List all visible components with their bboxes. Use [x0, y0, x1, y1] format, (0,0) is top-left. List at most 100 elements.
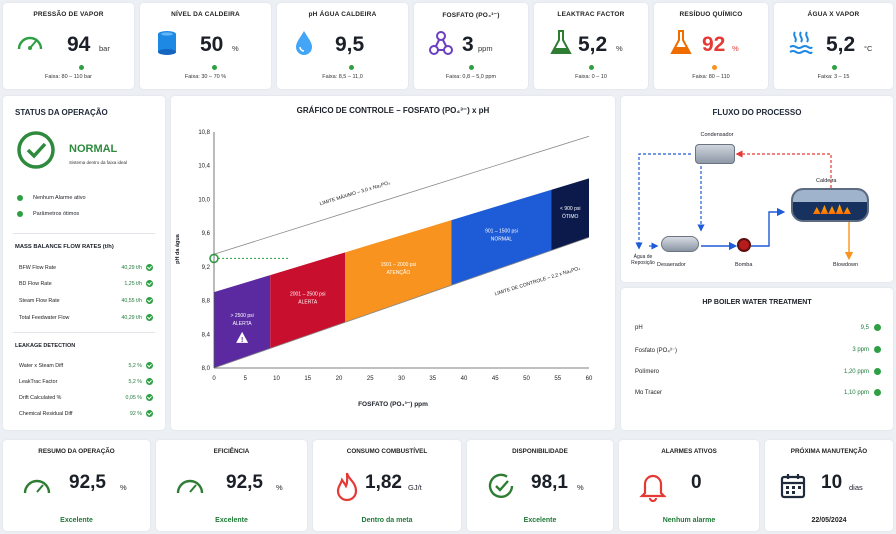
kpi-card-steam-pressure[interactable]: PRESSÃO DE VAPOR 94 bar Faixa: 80 – 110 … [3, 3, 134, 89]
row-label: Fosfato (PO₄³⁻) [635, 348, 677, 354]
check-icon [146, 378, 153, 385]
status-dot [832, 65, 837, 70]
kpi-range: Faixa: 0,8 – 5,0 ppm [445, 74, 497, 80]
control-chart-panel: GRÁFICO DE CONTROLE – FOSFATO (PO₄³⁻) x … [171, 96, 615, 430]
card-unit: % [276, 483, 283, 492]
bottom-card-efficiency[interactable]: EFICIÊNCIA 92,5 % Excelente [156, 440, 307, 531]
zone-band [551, 178, 589, 251]
kpi-unit: % [732, 44, 739, 53]
check-icon [874, 324, 881, 331]
flask-icon [550, 30, 572, 54]
leak-row: Drift Calculated % 0,05 % [19, 393, 153, 403]
x-axis-label: FOSFATO (PO₄³⁻) ppm [358, 401, 428, 408]
kpi-value: 92 [702, 33, 726, 56]
upper-limit-line [213, 135, 590, 255]
lower-limit-line [213, 236, 590, 369]
condenser-icon[interactable] [695, 144, 735, 164]
gauge-icon [176, 479, 204, 494]
chart-title: GRÁFICO DE CONTROLE – FOSFATO (PO₄³⁻) x … [296, 106, 490, 115]
blowdown-label: Blowdown [833, 262, 859, 268]
x-tick-label: 10 [273, 376, 280, 382]
zone-range-label: 901 – 1500 psi [485, 228, 518, 234]
pump-icon[interactable] [737, 238, 751, 252]
row-value: 1,25 t/h [124, 281, 142, 287]
kpi-title: FOSFATO (PO₄³⁻) [442, 12, 500, 19]
check-icon [874, 368, 881, 375]
kpi-value: 9,5 [335, 33, 365, 56]
boiler-icon[interactable] [791, 188, 869, 222]
x-tick-label: 25 [367, 376, 374, 382]
x-tick-label: 20 [336, 376, 343, 382]
status-item: Parâmetros ótimos [33, 211, 80, 217]
kpi-unit: % [232, 44, 239, 53]
card-unit: % [577, 483, 584, 492]
hp-row: Fosfato (PO₄³⁻) 3 ppm [635, 346, 881, 354]
bottom-card-operation-summary[interactable]: RESUMO DA OPERAÇÃO 92,5 % Excelente [3, 440, 150, 531]
kpi-title: NÍVEL DA CALDEIRA [171, 11, 240, 18]
status-dot [17, 195, 23, 201]
deaerator-icon[interactable] [661, 236, 699, 252]
kpi-unit: ppm [478, 44, 493, 53]
divider [13, 233, 155, 234]
kpi-unit: °C [864, 44, 873, 53]
zone-status-label: NORMAL [491, 236, 513, 242]
status-dot [212, 65, 217, 70]
row-label: Chemical Residual Diff [19, 411, 73, 417]
process-flow-panel: FLUXO DO PROCESSO Condensador Desaerador… [621, 96, 893, 282]
status-dot [349, 65, 354, 70]
mass-row: Total Feedwater Flow 40,29 t/h [19, 313, 153, 323]
row-value: 40,29 t/h [121, 265, 142, 271]
row-label: BFW Flow Rate [19, 265, 57, 271]
leak-row: Water x Steam Diff 5,2 % [19, 361, 153, 371]
card-unit: GJ/t [408, 483, 422, 492]
card-status: Excelente [60, 517, 93, 524]
check-icon [146, 314, 153, 321]
kpi-range: Faixa: 80 – 110 [692, 74, 730, 80]
zone-range-label: < 900 psi [560, 206, 580, 212]
kpi-card-boiler-level[interactable]: NÍVEL DA CALDEIRA 50 % Faixa: 30 – 70 % [140, 3, 271, 89]
y-tick-label: 9,6 [202, 231, 211, 237]
card-title: EFICIÊNCIA [213, 448, 250, 455]
y-tick-label: 10,8 [198, 130, 210, 136]
card-title: PRÓXIMA MANUTENÇÃO [790, 448, 868, 455]
card-value: 10 [821, 472, 843, 493]
status-subtitle: Sistema dentro da faixa ideal [69, 160, 128, 165]
x-tick-label: 15 [304, 376, 311, 382]
check-icon [146, 264, 153, 271]
bottom-card-next-maintenance[interactable]: PRÓXIMA MANUTENÇÃO 10 dias 22/05/2024 [765, 440, 893, 531]
bottom-card-fuel-consumption[interactable]: CONSUMO COMBUSTÍVEL 1,82 GJ/t Dentro da … [313, 440, 461, 531]
leakage-title: LEAKAGE DETECTION [15, 343, 76, 349]
kpi-card-ph[interactable]: pH ÁGUA CALDEIRA 9,5 Faixa: 8,5 – 11,0 [277, 3, 408, 89]
kpi-range: Faixa: 3 – 15 [817, 74, 850, 80]
card-status: Excelente [523, 517, 557, 524]
pump-label: Bomba [735, 262, 753, 268]
gauge-icon [17, 36, 43, 50]
zone-status-label: ÓTIMO [562, 213, 578, 220]
kpi-card-chemical-residual[interactable]: RESÍDUO QUÍMICO 92 % Faixa: 80 – 110 [654, 3, 768, 89]
row-value: 5,2 % [128, 363, 142, 369]
kpi-card-leaktrac[interactable]: LEAKTRAC FACTOR 5,2 % Faixa: 0 – 10 [534, 3, 648, 89]
kpi-title: ÁGUA X VAPOR [807, 11, 860, 18]
process-diagram [635, 150, 854, 261]
row-label: pH [635, 325, 643, 331]
water-drop-icon [296, 31, 312, 55]
leak-row: LeakTrac Factor 5,2 % [19, 377, 153, 387]
warning-icon [236, 331, 249, 343]
row-label: Mo Tracer [635, 390, 663, 396]
steam-icon [789, 31, 813, 54]
zone-band [270, 252, 346, 349]
zone-range-label: 2001 – 2500 psi [290, 292, 326, 298]
check-circle-icon [17, 131, 55, 169]
flame-icon [336, 472, 358, 502]
card-unit: % [120, 483, 127, 492]
leak-row: Chemical Residual Diff 92 % [19, 409, 153, 419]
y-tick-label: 8,8 [202, 299, 211, 305]
bottom-card-availability[interactable]: DISPONIBILIDADE 98,1 % Excelente [467, 440, 613, 531]
row-label: Steam Flow Rate [19, 298, 60, 304]
y-tick-label: 10,0 [198, 197, 210, 203]
bottom-card-active-alarms[interactable]: ALARMES ATIVOS 0 Nenhum alarme [619, 440, 759, 531]
kpi-card-water-vs-steam[interactable]: ÁGUA X VAPOR 5,2 °C Faixa: 3 – 15 [774, 3, 893, 89]
x-tick-label: 45 [492, 376, 499, 382]
kpi-card-phosphate[interactable]: FOSFATO (PO₄³⁻) 3 ppm Faixa: 0,8 – 5,0 p… [414, 3, 528, 89]
zone-band [214, 275, 271, 368]
